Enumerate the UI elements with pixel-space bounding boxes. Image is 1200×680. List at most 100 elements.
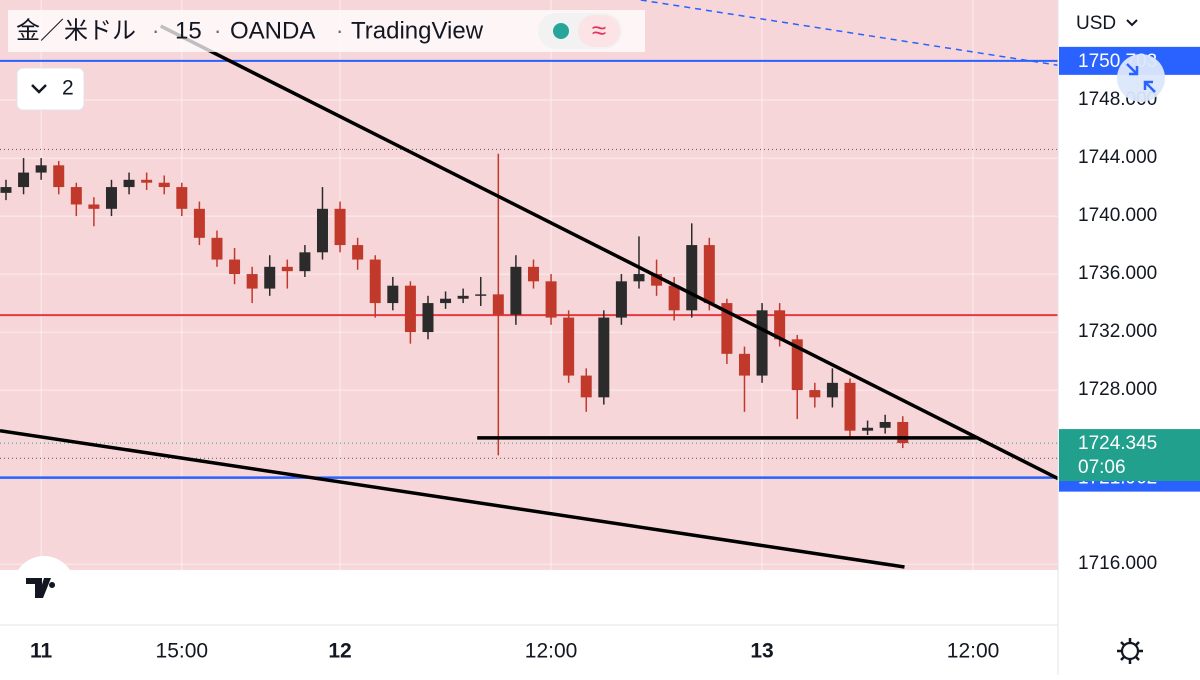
candle-body [281,266,293,272]
candle-body [141,179,153,183]
candle-body [738,353,750,376]
candle-body [580,375,592,398]
candle-body [545,281,557,318]
candle-body [457,295,469,299]
candle-body [264,266,276,289]
candle-body [633,274,645,282]
candle-body [809,390,821,398]
x-tick-label: 15:00 [156,640,209,663]
candle-body [70,187,82,205]
candle-body [422,303,434,333]
candle-body [756,310,768,376]
candle-body [88,204,100,209]
candle-body [387,285,399,304]
candle-body [703,245,715,304]
button-bg [1117,54,1165,102]
logo-mark [26,578,56,598]
trend-line [0,428,905,569]
x-tick-label: 13 [750,640,773,663]
button-icon [1126,63,1156,93]
candle-body [352,245,364,260]
y-tick-label: 1732.000 [1078,321,1157,342]
currency-selector[interactable]: USD [1076,13,1138,34]
candle-body [316,208,328,253]
currency[interactable]: USD [1076,13,1116,34]
header: 金／米ドル · 15 · OANDA · TradingView ≈ [8,10,645,52]
candle-body [369,259,381,304]
candle-body [844,382,856,431]
separator: · [214,18,221,43]
candle-body [897,421,909,444]
candle-body [229,259,241,275]
status-dot [553,23,569,39]
trend-line [640,0,1059,66]
tv-logo [13,556,75,618]
indicator-toggle[interactable]: 2 [16,67,85,111]
delay-icon: ≈ [592,15,606,45]
candle-body [791,339,803,391]
last-price-bg [1059,429,1200,482]
separator: · [152,18,159,43]
candle-body [475,294,487,296]
indicator-count: 2 [62,77,74,100]
interval: 15 [175,17,202,44]
candle-body [862,427,874,431]
chevron [1126,19,1138,27]
source: OANDA [230,17,315,44]
candle-body [721,303,733,354]
last-price-label: 1724.345 [1078,433,1157,454]
settings[interactable] [1117,638,1143,664]
candle-body [35,165,47,173]
candle-body [527,266,539,282]
candle-body [334,208,346,246]
candle-body [563,317,575,376]
candle-body [18,172,30,188]
x-tick-label: 12 [328,640,351,663]
candle-body [123,179,135,188]
candle-body [615,281,627,318]
candle-body [53,165,65,188]
platform: TradingView [351,17,484,44]
symbol: 金／米ドル [16,17,136,44]
candle-body [299,252,311,272]
x-tick-label: 12:00 [525,640,578,663]
candle-body [404,285,416,333]
candle-body [0,187,12,193]
candle-body [158,182,170,188]
candle-body [193,208,205,238]
reset-scale-button[interactable] [1117,54,1165,102]
plot-area [0,0,1059,570]
y-tick-label: 1728.000 [1078,379,1157,400]
candle-body [879,421,891,428]
candle-body [826,382,838,398]
y-tick-label: 1716.000 [1078,553,1157,574]
candle-body [246,274,258,289]
gear-teeth [1117,638,1143,664]
candle-body [686,245,698,311]
candle-body [492,294,504,315]
zone [0,0,1058,570]
candle-body [774,310,786,340]
candle-body [105,187,117,209]
candle-body [651,274,663,286]
x-tick-label: 11 [30,640,53,663]
chevron [31,84,47,94]
candle-body [510,266,522,315]
y-tick-label: 1740.000 [1078,205,1157,226]
separator: · [336,18,343,43]
x-tick-label: 12:00 [947,640,1000,663]
trend-line [159,24,1059,481]
candle-body [598,317,610,398]
gear[interactable] [1120,641,1140,661]
toggle-button[interactable] [16,67,85,111]
candle-body [668,285,680,311]
candle-body [440,298,452,304]
countdown: 07:06 [1078,457,1126,478]
y-tick-label: 1736.000 [1078,263,1157,284]
delay-badge [578,15,620,47]
candle-body [211,237,223,260]
y-tick-label: 1744.000 [1078,147,1157,168]
candle-body [176,187,188,209]
